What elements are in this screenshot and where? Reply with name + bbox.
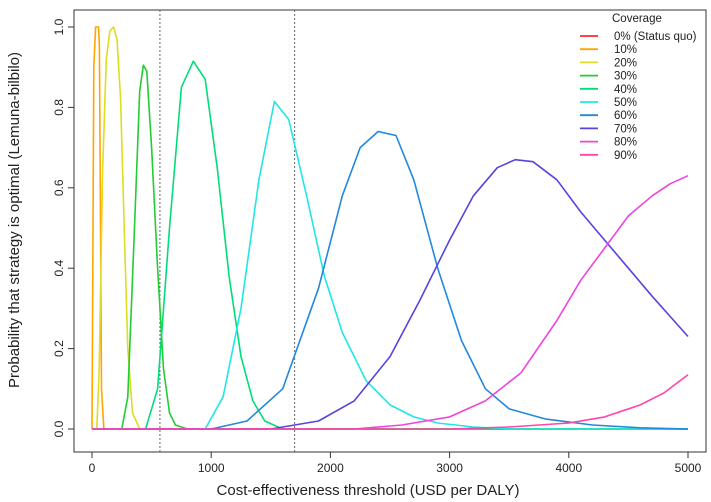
y-tick-label: 0.2	[52, 340, 66, 357]
x-axis-label: Cost-effectiveness threshold (USD per DA…	[217, 482, 520, 499]
y-axis-label: Probability that strategy is optimal (Le…	[6, 52, 23, 388]
series-line-8	[92, 158, 689, 430]
series-line-5	[92, 60, 688, 430]
y-tick-label: 1.0	[52, 18, 66, 35]
plot-area	[73, 9, 707, 453]
legend-title: Coverage	[612, 13, 662, 25]
x-axis: 0 1000 2000 3000 4000 5000	[89, 452, 702, 475]
y-tick-label: 0.8	[52, 99, 66, 116]
x-tick-label: 3000	[436, 461, 463, 475]
y-tick-label: 0.6	[52, 179, 66, 196]
legend-item-label: 20%	[614, 57, 637, 69]
y-axis: 0.0 0.2 0.4 0.6 0.8 1.0	[52, 18, 74, 437]
legend-item-label: 70%	[614, 123, 637, 135]
series-line-6	[92, 100, 688, 430]
legend-item-label: 10%	[614, 44, 637, 56]
legend-item-label: 50%	[614, 97, 637, 109]
x-tick-label: 4000	[555, 461, 582, 475]
x-tick-label: 1000	[198, 461, 225, 475]
series-line-4	[92, 64, 688, 430]
x-tick-label: 0	[89, 461, 96, 475]
series-line-9	[92, 174, 689, 430]
legend: Coverage 0% (Status quo)10%20% 30%40%50%6…	[580, 13, 697, 162]
legend-item-label: 40%	[614, 84, 637, 96]
x-tick-label: 5000	[675, 461, 702, 475]
y-tick-label: 0.0	[52, 420, 66, 437]
legend-item-label: 90%	[614, 150, 637, 162]
legend-item-label: 0% (Status quo)	[614, 31, 697, 43]
series-lines	[91, 26, 689, 430]
legend-item-label: 80%	[614, 137, 637, 149]
threshold-lines	[159, 10, 296, 452]
legend-item-label: 60%	[614, 110, 637, 122]
series-line-10	[92, 374, 689, 430]
series-line-3	[92, 26, 688, 430]
x-tick-label: 2000	[317, 461, 344, 475]
legend-item-label: 30%	[614, 71, 637, 83]
plot-frame	[73, 9, 707, 453]
series-line-7	[92, 130, 689, 430]
y-tick-label: 0.4	[52, 260, 66, 277]
